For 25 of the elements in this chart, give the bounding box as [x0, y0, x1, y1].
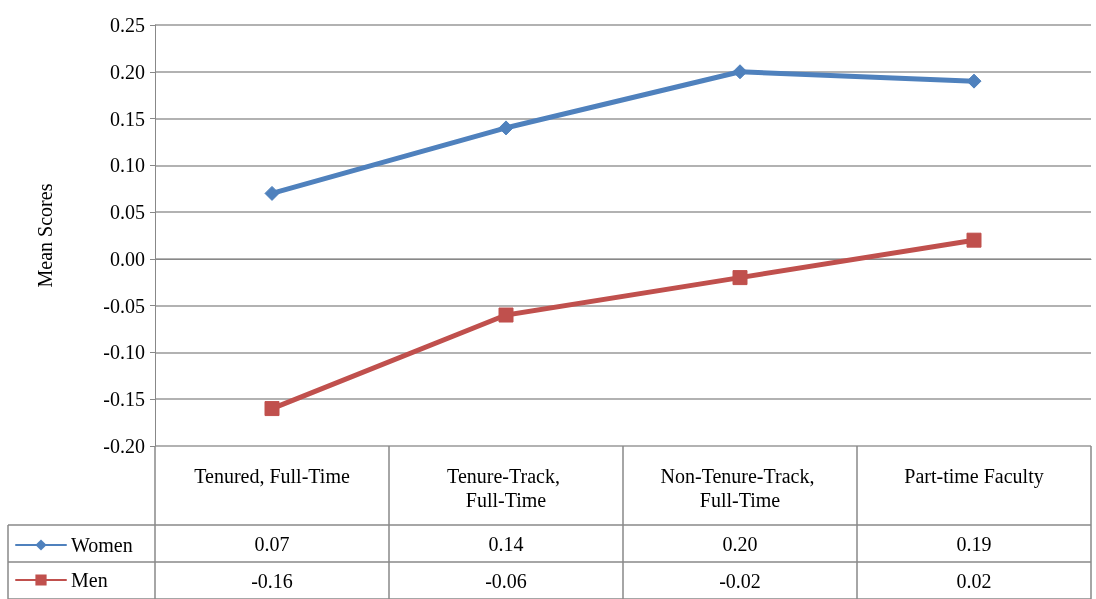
- data-label: 0.07: [254, 532, 290, 555]
- x-tick-label: Non-Tenure-Track, Full-Time: [660, 465, 820, 511]
- legend-label: Men: [71, 569, 108, 591]
- data-label: 0.14: [488, 532, 524, 555]
- x-tick-label: Tenure-Track, Full-Time: [447, 465, 565, 511]
- y-tick-label: -0.15: [103, 388, 145, 411]
- data-label: -0.16: [251, 569, 293, 592]
- data-label: -0.06: [485, 569, 527, 592]
- y-axis-title: Mean Scores: [34, 183, 56, 288]
- y-tick-label: -0.20: [103, 435, 145, 457]
- x-tick-label: Part-time Faculty: [904, 465, 1044, 488]
- y-tick-label: 0.00: [110, 247, 145, 270]
- y-tick-label: -0.05: [103, 294, 145, 317]
- data-label: 0.02: [956, 569, 992, 592]
- y-tick-label: -0.10: [103, 341, 145, 364]
- y-tick-label: 0.20: [110, 60, 145, 83]
- data-label: 0.20: [722, 532, 758, 555]
- data-label: -0.02: [719, 569, 761, 592]
- y-tick-label: 0.25: [110, 14, 145, 36]
- y-tick-label: 0.10: [110, 154, 145, 177]
- y-tick-label: 0.15: [110, 107, 145, 130]
- data-label: 0.19: [956, 532, 992, 555]
- y-tick-label: 0.05: [110, 201, 145, 224]
- legend-label: Women: [71, 534, 133, 556]
- x-tick-label: Tenured, Full-Time: [194, 465, 350, 487]
